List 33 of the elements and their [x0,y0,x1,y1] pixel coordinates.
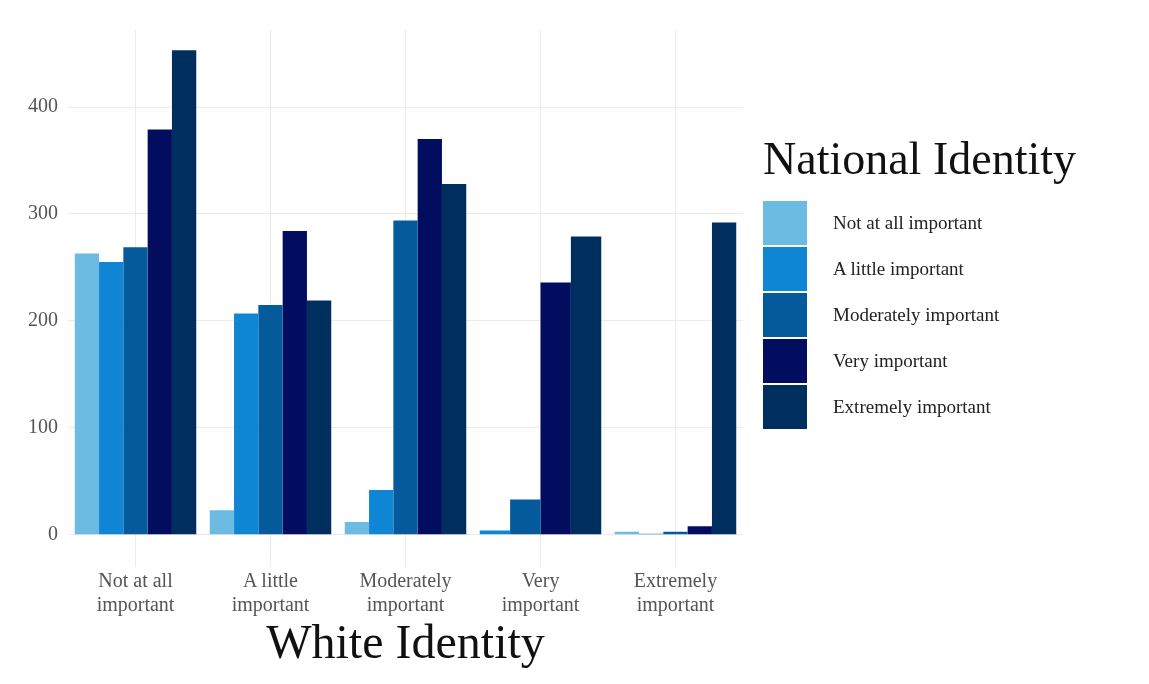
y-tick-label: 100 [28,415,58,438]
bar [282,231,307,535]
bar [369,489,394,535]
bar [393,220,418,535]
y-tick-label: 200 [28,308,58,331]
x-tick-label: Very important [501,568,580,616]
x-tick-label: Moderately important [359,568,452,616]
legend-label: Very important [833,349,948,372]
x-tick-label: A little important [231,568,310,616]
legend-label: Moderately important [833,303,1000,326]
x-tick-label: Not at all important [96,568,175,616]
bar [99,262,124,535]
bar [344,522,370,535]
bar [417,139,442,535]
legend-label: Extremely important [833,395,991,418]
y-tick-label: 300 [28,201,58,224]
bar [306,300,332,535]
bar [234,313,259,535]
y-tick-label: 0 [48,522,58,545]
bar [74,253,100,535]
bar [258,304,283,535]
legend-label: Not at all important [833,211,983,234]
bar [171,50,197,535]
y-tick-label: 400 [28,94,58,117]
bar [209,510,235,535]
bar [147,129,172,535]
bar [441,184,467,535]
bar [711,222,737,535]
x-tick-label: Extremely important [633,568,718,616]
legend-label: A little important [833,257,964,280]
legend-title: National Identity [763,131,1076,185]
bar [123,247,148,535]
bar [687,526,712,535]
